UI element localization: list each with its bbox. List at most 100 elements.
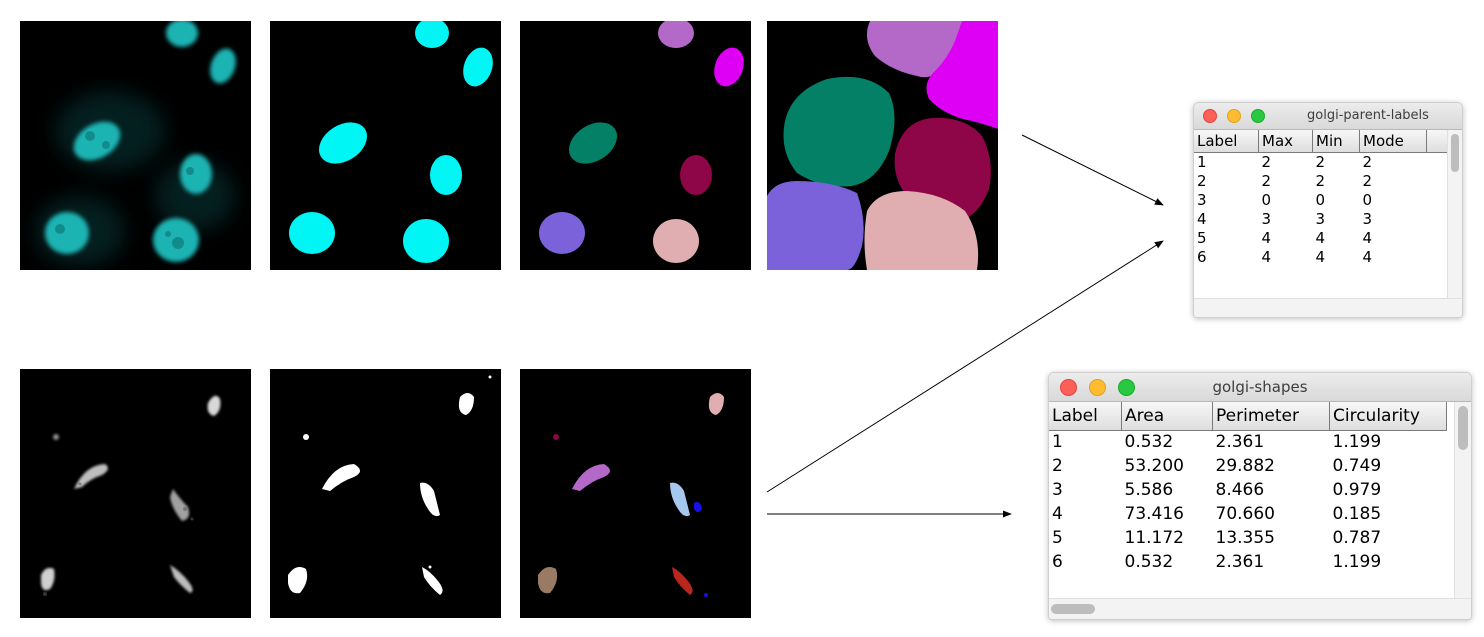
- column-header-label[interactable]: Label: [1049, 402, 1122, 431]
- table-cell: 1: [1197, 152, 1207, 171]
- table-cell: 29.882: [1215, 456, 1275, 476]
- column-header-perimeter[interactable]: Perimeter: [1212, 402, 1330, 431]
- window-footer: [1194, 298, 1462, 317]
- table-cell: 4: [1197, 209, 1207, 228]
- table-row[interactable]: 5 4 4 4: [1194, 228, 1448, 247]
- scrollbar-thumb[interactable]: [1051, 604, 1095, 614]
- close-icon[interactable]: [1203, 109, 1217, 123]
- table-cell: 4: [1315, 247, 1326, 266]
- scrollbar-thumb[interactable]: [1458, 406, 1468, 450]
- table-cell: 0.532: [1124, 552, 1174, 572]
- golgi-binary-mask: [270, 369, 501, 618]
- shapes-window[interactable]: golgi-shapes Label Area Perimeter Circul…: [1048, 372, 1472, 620]
- table-cell: 3: [1362, 209, 1373, 228]
- table-cell: 5.586: [1124, 480, 1174, 500]
- table-cell: 3: [1261, 209, 1272, 228]
- table-cell: 53.200: [1124, 456, 1184, 476]
- table-cell: 4: [1315, 228, 1326, 247]
- table-cell: 2: [1362, 171, 1373, 190]
- table-row[interactable]: 3 0 0 0: [1194, 190, 1448, 209]
- results-table: Label Area Perimeter Circularity 1 0.532…: [1049, 402, 1447, 574]
- table-cell: 2: [1315, 171, 1326, 190]
- table-row[interactable]: 4 3 3 3: [1194, 209, 1448, 228]
- window-titlebar[interactable]: golgi-shapes: [1049, 373, 1471, 402]
- table-cell: 2.361: [1215, 552, 1265, 572]
- window-title: golgi-shapes: [1212, 378, 1308, 396]
- table-row[interactable]: 5 11.172 13.355 0.787: [1049, 526, 1447, 550]
- arrow-right-icon: [766, 240, 1164, 493]
- table-row[interactable]: 3 5.586 8.466 0.979: [1049, 478, 1447, 502]
- table-cell: 3: [1197, 190, 1207, 209]
- vertical-scrollbar[interactable]: [1447, 130, 1462, 298]
- table-cell: 6: [1052, 552, 1063, 572]
- table-cell: 0: [1261, 190, 1272, 209]
- table-row[interactable]: 1 0.532 2.361 1.199: [1049, 430, 1447, 454]
- column-header-max[interactable]: Max: [1258, 130, 1313, 153]
- table-cell: 5: [1197, 228, 1207, 247]
- table-cell: 3: [1315, 209, 1326, 228]
- minimize-icon[interactable]: [1089, 379, 1106, 396]
- table-cell: 0: [1315, 190, 1326, 209]
- window-title: golgi-parent-labels: [1307, 108, 1429, 123]
- table-cell: 2: [1261, 171, 1272, 190]
- table-cell: 4: [1052, 504, 1063, 524]
- table-cell: 0.185: [1332, 504, 1382, 524]
- table-cell: 4: [1261, 247, 1272, 266]
- golgi-label-image: [520, 369, 751, 618]
- table-cell: 2: [1362, 152, 1373, 171]
- table-cell: 4: [1362, 228, 1373, 247]
- arrow-right-icon: [1021, 134, 1164, 206]
- table-cell: 6: [1197, 247, 1207, 266]
- table-row[interactable]: 6 0.532 2.361 1.199: [1049, 550, 1447, 574]
- window-titlebar[interactable]: golgi-parent-labels: [1194, 103, 1462, 130]
- table-cell: 4: [1261, 228, 1272, 247]
- horizontal-scrollbar[interactable]: [1049, 598, 1471, 619]
- close-icon[interactable]: [1060, 379, 1077, 396]
- column-header-min[interactable]: Min: [1312, 130, 1360, 153]
- table-row[interactable]: 2 2 2 2: [1194, 171, 1448, 190]
- table-cell: 3: [1052, 480, 1063, 500]
- table-cell: 2: [1197, 171, 1207, 190]
- parent-labels-window[interactable]: golgi-parent-labels Label Max Min Mode 1…: [1193, 102, 1463, 318]
- column-header-area[interactable]: Area: [1121, 402, 1213, 431]
- table-cell: 8.466: [1215, 480, 1265, 500]
- table-cell: 4: [1362, 247, 1373, 266]
- table-cell: 1.199: [1332, 432, 1382, 453]
- table-cell: 1.199: [1332, 552, 1382, 572]
- table-cell: 2: [1315, 152, 1326, 171]
- table-row[interactable]: 1 2 2 2: [1194, 152, 1448, 171]
- table-row[interactable]: 4 73.416 70.660 0.185: [1049, 502, 1447, 526]
- table-cell: 5: [1052, 528, 1063, 548]
- table-cell: 11.172: [1124, 528, 1184, 548]
- table-cell: 0.787: [1332, 528, 1382, 548]
- table-cell: 2.361: [1215, 432, 1265, 453]
- table-cell: 2: [1261, 152, 1272, 171]
- table-cell: 1: [1052, 432, 1063, 453]
- table-cell: 0.749: [1332, 456, 1382, 476]
- zoom-icon[interactable]: [1251, 109, 1265, 123]
- column-header-circularity[interactable]: Circularity: [1329, 402, 1447, 431]
- minimize-icon[interactable]: [1227, 109, 1241, 123]
- nuclei-label-image: [520, 21, 751, 270]
- column-header-mode[interactable]: Mode: [1359, 130, 1427, 153]
- table-row[interactable]: 2 53.200 29.882 0.749: [1049, 454, 1447, 478]
- table-cell: 0.532: [1124, 432, 1174, 453]
- zoom-icon[interactable]: [1118, 379, 1135, 396]
- vertical-scrollbar[interactable]: [1454, 402, 1471, 598]
- table-row[interactable]: 6 4 4 4: [1194, 247, 1448, 266]
- nuclei-binary-mask: [270, 21, 501, 270]
- scrollbar-thumb[interactable]: [1451, 134, 1459, 172]
- nuclei-expanded-label-image: [767, 21, 998, 270]
- results-table: Label Max Min Mode 1 2 2 2 2 2 2 2: [1194, 130, 1448, 266]
- nuclei-raw-image: [20, 21, 251, 270]
- column-header-label[interactable]: Label: [1194, 130, 1259, 153]
- table-cell: 70.660: [1215, 504, 1275, 524]
- golgi-raw-image: [20, 369, 251, 618]
- table-cell: 73.416: [1124, 504, 1184, 524]
- table-cell: 2: [1052, 456, 1063, 476]
- table-cell: 0.979: [1332, 480, 1382, 500]
- column-header-filler: [1426, 130, 1448, 153]
- table-cell: 13.355: [1215, 528, 1275, 548]
- table-cell: 0: [1362, 190, 1373, 209]
